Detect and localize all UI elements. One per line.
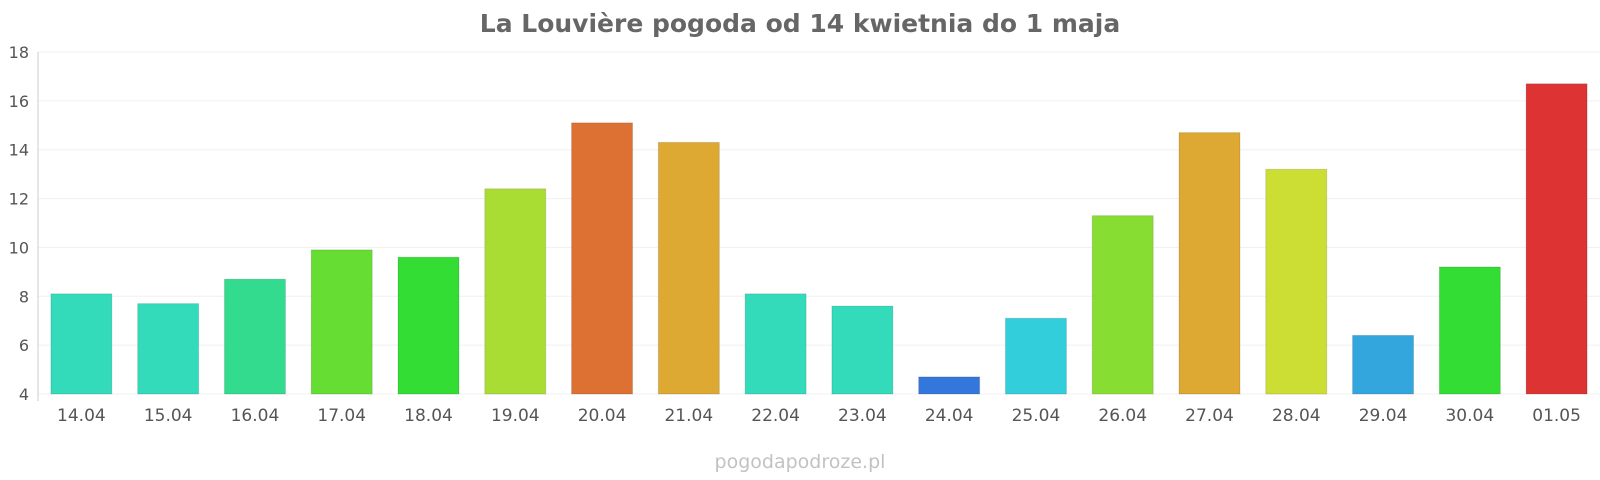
x-tick-label: 22.04: [751, 406, 800, 426]
y-tick-label: 12: [9, 190, 29, 209]
bar-17.04: [310, 249, 373, 395]
watermark: pogodapodroze.pl: [715, 451, 886, 473]
bar-21.04: [657, 141, 720, 395]
x-tick-label: 29.04: [1359, 406, 1408, 426]
bar-27.04: [1178, 132, 1241, 395]
bar-01.05: [1525, 83, 1588, 395]
y-tick-label: 14: [9, 141, 29, 160]
y-tick-label: 4: [19, 385, 29, 404]
bar-16.04: [223, 278, 286, 395]
x-tick-label: 25.04: [1012, 406, 1061, 426]
x-axis-ticks: 14.04 15.04 16.04 17.04 18.04 19.04 20.04 21.04…: [57, 406, 1581, 426]
x-tick-label: 14.04: [57, 406, 106, 426]
bar-22.04: [744, 293, 807, 395]
y-axis-ticks: 4 6 8 10 12 14 16 18: [9, 43, 29, 404]
y-tick-label: 16: [9, 92, 29, 111]
x-tick-label: 20.04: [578, 406, 627, 426]
x-tick-label: 19.04: [491, 406, 540, 426]
y-tick-label: 10: [9, 238, 29, 257]
x-tick-label: 23.04: [838, 406, 887, 426]
x-tick-label: 18.04: [404, 406, 453, 426]
x-tick-label: 16.04: [231, 406, 280, 426]
bar-24.04: [918, 376, 981, 395]
bar-23.04: [831, 305, 894, 395]
chart-title: La Louvière pogoda od 14 kwietnia do 1 m…: [480, 9, 1120, 38]
x-tick-label: 30.04: [1445, 406, 1494, 426]
bar-25.04: [1004, 317, 1067, 395]
bars: [50, 83, 1588, 395]
bar-15.04: [137, 303, 200, 395]
x-tick-label: 24.04: [925, 406, 974, 426]
bar-20.04: [571, 122, 634, 395]
grid: [38, 51, 1600, 395]
bar-14.04: [50, 293, 113, 395]
y-tick-label: 18: [9, 43, 29, 62]
x-tick-label: 01.05: [1532, 406, 1581, 426]
bar-18.04: [397, 256, 460, 395]
x-tick-label: 15.04: [144, 406, 193, 426]
x-tick-label: 27.04: [1185, 406, 1234, 426]
x-tick-label: 26.04: [1098, 406, 1147, 426]
bar-30.04: [1438, 266, 1501, 395]
y-tick-label: 8: [19, 287, 29, 306]
y-tick-label: 6: [19, 336, 29, 355]
x-tick-label: 17.04: [317, 406, 366, 426]
x-tick-label: 28.04: [1272, 406, 1321, 426]
bar-29.04: [1352, 334, 1415, 395]
bar-19.04: [484, 188, 547, 395]
x-tick-label: 21.04: [664, 406, 713, 426]
bar-28.04: [1265, 168, 1328, 395]
bar-26.04: [1091, 215, 1154, 395]
